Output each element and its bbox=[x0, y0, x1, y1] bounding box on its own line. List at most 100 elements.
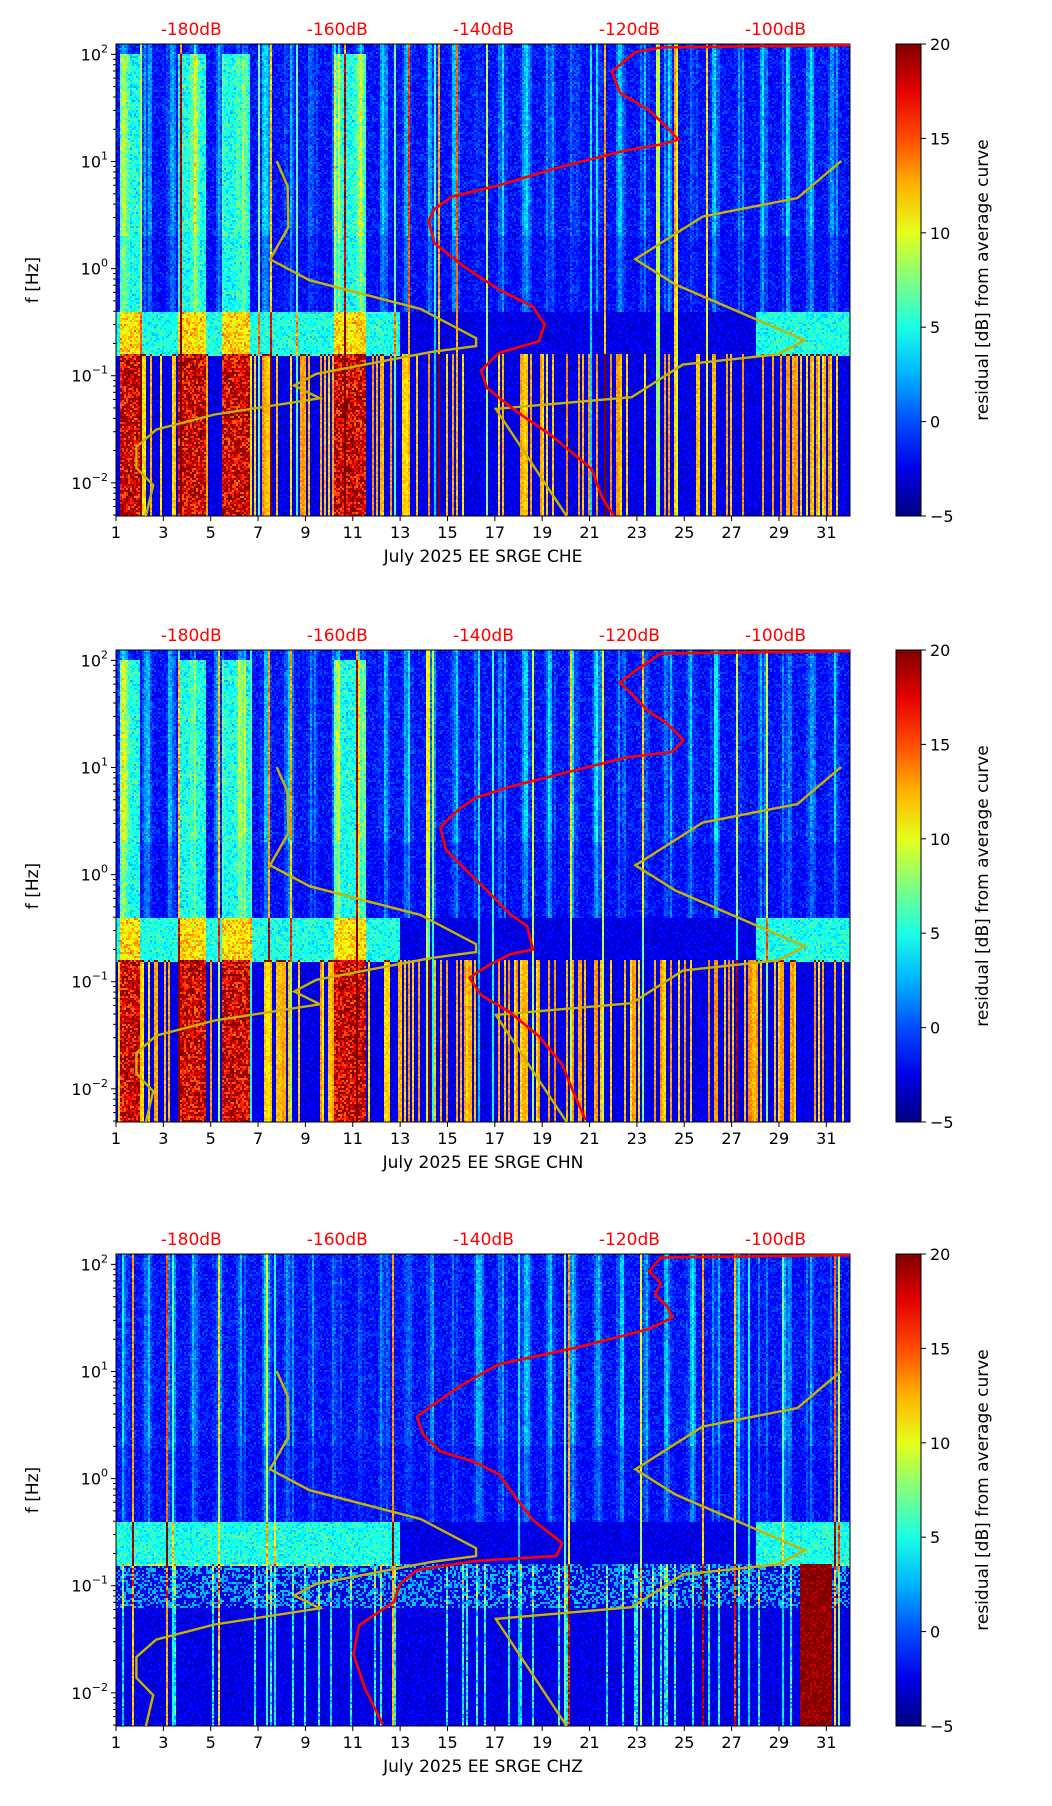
x-tick-label: 23 bbox=[627, 1129, 647, 1148]
x-tick-label: 19 bbox=[532, 523, 552, 542]
top-db-label: -100dB bbox=[745, 1230, 806, 1250]
x-tick-label: 15 bbox=[437, 1129, 457, 1148]
x-tick-label: 25 bbox=[674, 1129, 694, 1148]
low-noise-model-curve bbox=[135, 160, 478, 516]
y-tick-mantissa: 10 bbox=[71, 367, 91, 386]
y-tick-exponent: 1 bbox=[101, 1359, 108, 1372]
top-db-label: -140dB bbox=[453, 20, 514, 40]
x-tick-label: 11 bbox=[343, 523, 363, 542]
x-tick-label: 23 bbox=[627, 523, 647, 542]
colorbar-tick-label: 5 bbox=[930, 1528, 940, 1547]
x-tick-label: 21 bbox=[579, 1129, 599, 1148]
y-tick-label: 100 bbox=[81, 863, 108, 885]
colorbar-tick-label: −5 bbox=[930, 1717, 954, 1736]
x-tick-label: 1 bbox=[111, 1129, 121, 1148]
y-tick-exponent: −1 bbox=[92, 970, 108, 983]
x-tick-label: 7 bbox=[253, 1733, 263, 1752]
y-tick-label: 10−2 bbox=[71, 471, 108, 493]
median-psd-curve bbox=[352, 1254, 850, 1725]
y-tick-mantissa: 10 bbox=[71, 474, 91, 493]
colorbar-tick-label: 0 bbox=[930, 1019, 940, 1038]
y-tick-mantissa: 10 bbox=[81, 1362, 101, 1381]
high-noise-model-curve bbox=[493, 1370, 842, 1726]
median-psd-curve bbox=[438, 650, 850, 1121]
x-tick-label: 25 bbox=[674, 523, 694, 542]
colorbar-tick-label: 5 bbox=[930, 318, 940, 337]
colorbar-tick-label: 15 bbox=[930, 1339, 950, 1358]
y-tick-label: 101 bbox=[81, 1359, 108, 1381]
y-tick-label: 10−1 bbox=[71, 364, 108, 386]
x-tick-label: 27 bbox=[721, 1129, 741, 1148]
y-tick-exponent: 1 bbox=[101, 149, 108, 162]
y-tick-label: 102 bbox=[81, 1252, 108, 1274]
x-tick-label: 29 bbox=[769, 523, 789, 542]
plot-frame bbox=[115, 649, 851, 1123]
x-tick-label: 17 bbox=[485, 1733, 505, 1752]
y-tick-label: 10−1 bbox=[71, 1574, 108, 1596]
x-tick-label: 27 bbox=[721, 1733, 741, 1752]
x-tick-label: 13 bbox=[390, 523, 410, 542]
x-tick-label: 7 bbox=[253, 1129, 263, 1148]
x-tick-label: 27 bbox=[721, 523, 741, 542]
colorbar-tick-label: 20 bbox=[930, 641, 950, 660]
top-db-label: -100dB bbox=[745, 626, 806, 646]
x-tick-label: 23 bbox=[627, 1733, 647, 1752]
median-psd-curve bbox=[427, 44, 850, 516]
colorbar bbox=[895, 43, 922, 517]
y-tick-exponent: −2 bbox=[92, 1681, 108, 1694]
y-tick-label: 102 bbox=[81, 648, 108, 670]
x-tick-label: 19 bbox=[532, 1129, 552, 1148]
y-tick-exponent: −1 bbox=[92, 364, 108, 377]
plot-frame bbox=[115, 43, 851, 517]
colorbar-tick-label: 20 bbox=[930, 35, 950, 54]
y-tick-label: 10−2 bbox=[71, 1681, 108, 1703]
low-noise-model-curve bbox=[135, 766, 478, 1122]
x-tick-label: 19 bbox=[532, 1733, 552, 1752]
y-tick-exponent: 0 bbox=[101, 863, 108, 876]
x-axis-label: July 2025 EE SRGE CHE bbox=[383, 547, 583, 567]
colorbar-tick-label: 10 bbox=[930, 1434, 950, 1453]
x-tick-label: 13 bbox=[390, 1733, 410, 1752]
y-tick-exponent: 2 bbox=[101, 1252, 108, 1265]
top-db-label: -120dB bbox=[599, 1230, 660, 1250]
x-tick-label: 29 bbox=[769, 1129, 789, 1148]
y-axis-label: f [Hz] bbox=[23, 257, 43, 303]
x-tick-label: 5 bbox=[206, 523, 216, 542]
x-tick-label: 21 bbox=[579, 523, 599, 542]
colorbar-tick-label: 0 bbox=[930, 413, 940, 432]
top-db-label: -100dB bbox=[745, 20, 806, 40]
y-axis-label: f [Hz] bbox=[23, 863, 43, 909]
top-db-label: -140dB bbox=[453, 626, 514, 646]
x-tick-label: 1 bbox=[111, 523, 121, 542]
y-tick-label: 101 bbox=[81, 755, 108, 777]
x-tick-label: 31 bbox=[816, 523, 836, 542]
x-tick-label: 11 bbox=[343, 1733, 363, 1752]
x-tick-label: 17 bbox=[485, 1129, 505, 1148]
x-tick-label: 5 bbox=[206, 1733, 216, 1752]
y-tick-mantissa: 10 bbox=[81, 45, 101, 64]
x-tick-label: 3 bbox=[158, 1733, 168, 1752]
colorbar-label: residual [dB] from average curve bbox=[973, 139, 993, 420]
y-tick-mantissa: 10 bbox=[81, 866, 101, 885]
top-db-label: -160dB bbox=[307, 20, 368, 40]
x-tick-label: 7 bbox=[253, 523, 263, 542]
y-tick-label: 10−2 bbox=[71, 1077, 108, 1099]
x-tick-label: 13 bbox=[390, 1129, 410, 1148]
plot-frame bbox=[115, 1253, 851, 1727]
x-tick-label: 15 bbox=[437, 1733, 457, 1752]
y-tick-exponent: 1 bbox=[101, 755, 108, 768]
top-db-label: -120dB bbox=[599, 20, 660, 40]
y-tick-label: 100 bbox=[81, 257, 108, 279]
y-tick-mantissa: 10 bbox=[81, 260, 101, 279]
y-tick-mantissa: 10 bbox=[81, 651, 101, 670]
y-tick-exponent: 0 bbox=[101, 257, 108, 270]
y-tick-label: 101 bbox=[81, 149, 108, 171]
x-tick-label: 15 bbox=[437, 523, 457, 542]
y-tick-mantissa: 10 bbox=[71, 1577, 91, 1596]
x-tick-label: 25 bbox=[674, 1733, 694, 1752]
y-tick-mantissa: 10 bbox=[81, 152, 101, 171]
